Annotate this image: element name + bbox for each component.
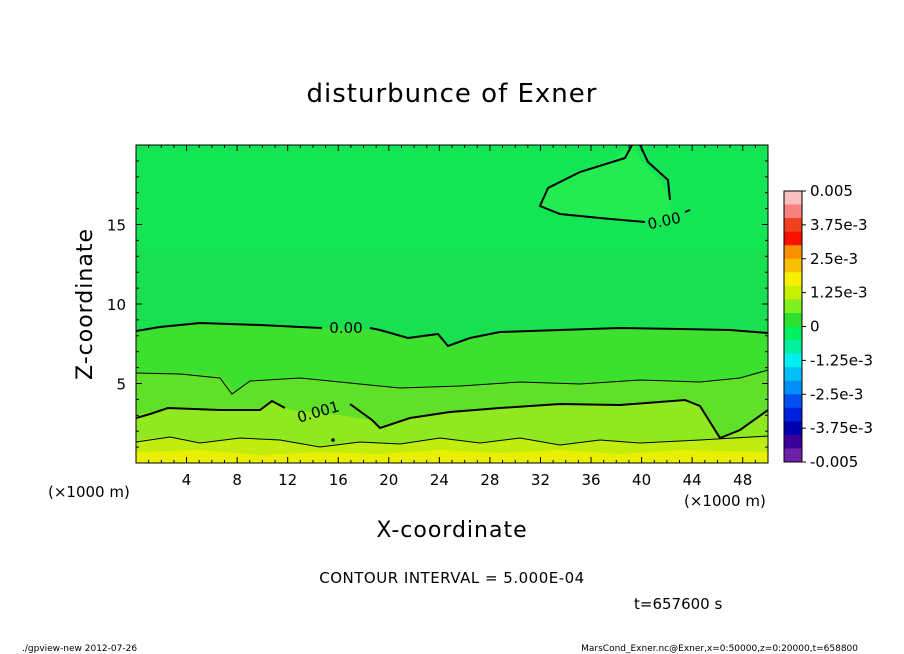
colorbar-swatch xyxy=(784,204,802,219)
colorbar-swatch xyxy=(784,340,802,355)
contour-line-0001 xyxy=(136,398,768,440)
contour-line-thin-2 xyxy=(136,435,768,448)
contour-interval: CONTOUR INTERVAL = 5.000E-04 xyxy=(319,569,584,587)
x-tick-label: 48 xyxy=(733,471,752,489)
x-tick-label: 44 xyxy=(683,471,702,489)
colorbar-swatch xyxy=(784,434,802,449)
x-tick-label: 28 xyxy=(480,471,499,489)
footer-left: ./gpview-new 2012-07-26 xyxy=(22,644,137,654)
x-axis-label: X-coordinate xyxy=(376,518,527,543)
x-tick-label: 16 xyxy=(329,471,348,489)
y-axis-label: Z-coordinate xyxy=(73,228,98,380)
time-label: t=657600 s xyxy=(634,595,722,613)
y-tick-label: 15 xyxy=(107,217,126,235)
plot-area xyxy=(136,145,768,463)
colorbar-swatch xyxy=(784,407,802,422)
field-band-4 xyxy=(136,450,768,463)
x-tick-label: 4 xyxy=(182,471,192,489)
x-tick-label: 12 xyxy=(278,471,297,489)
colorbar-label: -3.75e-3 xyxy=(810,419,873,437)
colorbar-swatch xyxy=(784,218,802,233)
colorbar-swatch xyxy=(784,421,802,436)
colorbar-label: 0 xyxy=(810,318,820,336)
contour-line-top xyxy=(538,145,691,223)
colorbar-label: -2.5e-3 xyxy=(810,385,863,403)
colorbar-swatch xyxy=(784,380,802,395)
x-unit-left: (×1000 m) xyxy=(48,483,130,501)
colorbar-label: 0.005 xyxy=(810,182,853,200)
colorbar-swatch xyxy=(784,448,802,463)
colorbar-swatch xyxy=(784,367,802,382)
colorbar-swatch xyxy=(784,231,802,246)
colorbar-swatch xyxy=(784,245,802,260)
colorbar-label: -0.005 xyxy=(810,453,858,471)
colorbar-swatch xyxy=(784,258,802,273)
y-axis-ticks: 5 10 15 xyxy=(107,144,768,464)
x-axis-ticks: 4 8 12 16 20 24 28 32 36 40 44 48 xyxy=(135,145,769,489)
field-band-top xyxy=(540,145,672,220)
colorbar-label: 2.5e-3 xyxy=(810,250,858,268)
contour-line-0 xyxy=(136,321,768,348)
colorbar-label: 1.25e-3 xyxy=(810,284,868,302)
colorbar-label: 3.75e-3 xyxy=(810,216,868,234)
colorbar-swatch xyxy=(784,272,802,287)
y-tick-label: 10 xyxy=(107,296,126,314)
colorbar-swatch xyxy=(784,285,802,300)
x-tick-label: 20 xyxy=(379,471,398,489)
x-tick-label: 8 xyxy=(232,471,242,489)
colorbar-swatch xyxy=(784,312,802,327)
contour-label-mid: 0.00 xyxy=(329,319,362,337)
field-band-upper xyxy=(136,145,768,250)
x-tick-label: 40 xyxy=(632,471,651,489)
x-tick-label: 36 xyxy=(581,471,600,489)
colorbar-label: -1.25e-3 xyxy=(810,351,873,369)
colorbar-swatch xyxy=(784,326,802,341)
colorbar: 0.005 3.75e-3 2.5e-3 1.25e-3 0 -1.25e-3 -2.5e-… xyxy=(783,182,873,471)
x-tick-label: 24 xyxy=(430,471,449,489)
colorbar-swatch xyxy=(784,353,802,368)
colorbar-swatch xyxy=(784,191,802,206)
x-tick-label: 32 xyxy=(531,471,550,489)
contour-dot xyxy=(331,438,335,442)
colorbar-swatch xyxy=(784,299,802,314)
colorbar-swatch xyxy=(784,394,802,409)
x-unit-right: (×1000 m) xyxy=(684,492,766,510)
y-tick-label: 5 xyxy=(116,376,126,394)
chart-title: disturbunce of Exner xyxy=(307,79,598,109)
contour-line-thin-1 xyxy=(136,369,768,395)
footer-right: MarsCond_Exner.nc@Exner,x=0:50000,z=0:20… xyxy=(581,644,858,654)
